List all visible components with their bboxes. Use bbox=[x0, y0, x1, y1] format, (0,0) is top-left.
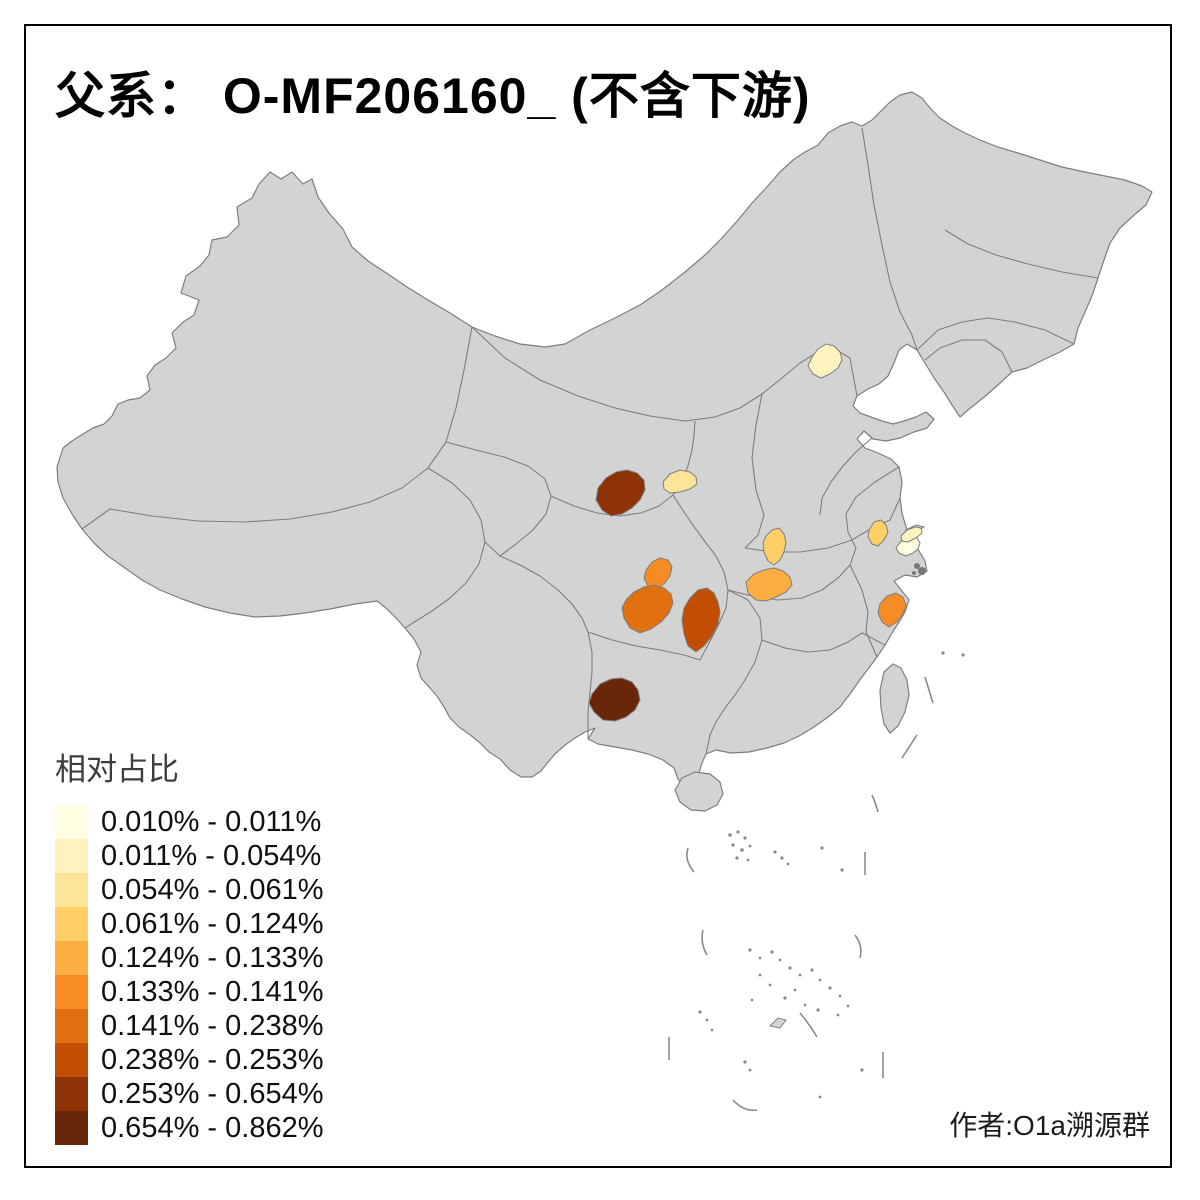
choropleth-region bbox=[681, 587, 721, 653]
legend-item: 0.124% - 0.133% bbox=[55, 941, 323, 975]
legend-item: 0.061% - 0.124% bbox=[55, 907, 323, 941]
legend-title: 相对占比 bbox=[55, 752, 179, 787]
legend-range-label: 0.133% - 0.141% bbox=[101, 975, 324, 1008]
legend-item: 0.133% - 0.141% bbox=[55, 975, 323, 1009]
legend-range-label: 0.061% - 0.124% bbox=[101, 907, 324, 940]
legend-item: 0.011% - 0.054% bbox=[55, 839, 323, 873]
hainan-island bbox=[674, 771, 724, 812]
legend-item: 0.141% - 0.238% bbox=[55, 1009, 323, 1043]
legend-swatch bbox=[55, 873, 88, 907]
legend-swatch bbox=[55, 975, 88, 1009]
small-island bbox=[768, 1017, 787, 1029]
map-title: 父系： O-MF206160_ (不含下游) bbox=[55, 68, 811, 124]
legend: 相对占比 0.010% - 0.011% 0.011% - 0.054% 0.054… bbox=[55, 744, 323, 1145]
choropleth-region bbox=[807, 343, 843, 379]
legend-item: 0.238% - 0.253% bbox=[55, 1043, 323, 1077]
legend-range-label: 0.010% - 0.011% bbox=[101, 805, 322, 838]
legend-swatch bbox=[55, 1111, 88, 1145]
choropleth-regions bbox=[588, 343, 923, 722]
legend-swatch bbox=[55, 1009, 88, 1043]
choropleth-region bbox=[595, 469, 646, 517]
choropleth-region bbox=[643, 557, 673, 591]
legend-swatch bbox=[55, 839, 88, 873]
legend-items: 0.010% - 0.011% 0.011% - 0.054% 0.054% - 0… bbox=[55, 805, 323, 1145]
legend-range-label: 0.011% - 0.054% bbox=[101, 839, 322, 872]
legend-swatch bbox=[55, 1077, 88, 1111]
choropleth-region bbox=[900, 526, 923, 543]
legend-range-label: 0.141% - 0.238% bbox=[101, 1009, 324, 1042]
legend-range-label: 0.253% - 0.654% bbox=[101, 1077, 324, 1110]
choropleth-region bbox=[745, 567, 793, 602]
legend-range-label: 0.654% - 0.862% bbox=[101, 1111, 324, 1144]
author-credit: 作者:O1a溯源群 bbox=[949, 1110, 1150, 1141]
legend-item: 0.010% - 0.011% bbox=[55, 805, 323, 839]
choropleth-region bbox=[588, 677, 641, 722]
choropleth-region bbox=[621, 584, 674, 634]
choropleth-region bbox=[662, 469, 698, 494]
legend-range-label: 0.124% - 0.133% bbox=[101, 941, 324, 974]
legend-swatch bbox=[55, 907, 88, 941]
legend-swatch bbox=[55, 1043, 88, 1077]
legend-swatch bbox=[55, 805, 88, 839]
legend-item: 0.654% - 0.862% bbox=[55, 1111, 323, 1145]
legend-item: 0.054% - 0.061% bbox=[55, 873, 323, 907]
sea-island-marks bbox=[668, 651, 965, 1112]
legend-range-label: 0.054% - 0.061% bbox=[101, 873, 324, 906]
choropleth-region bbox=[867, 519, 889, 547]
choropleth-region bbox=[877, 592, 907, 628]
legend-range-label: 0.238% - 0.253% bbox=[101, 1043, 324, 1076]
estuary-island-cluster bbox=[912, 563, 926, 575]
taiwan-island bbox=[879, 663, 910, 734]
legend-item: 0.253% - 0.654% bbox=[55, 1077, 323, 1111]
legend-swatch bbox=[55, 941, 88, 975]
province-boundaries bbox=[81, 127, 1099, 755]
choropleth-region bbox=[762, 527, 787, 566]
